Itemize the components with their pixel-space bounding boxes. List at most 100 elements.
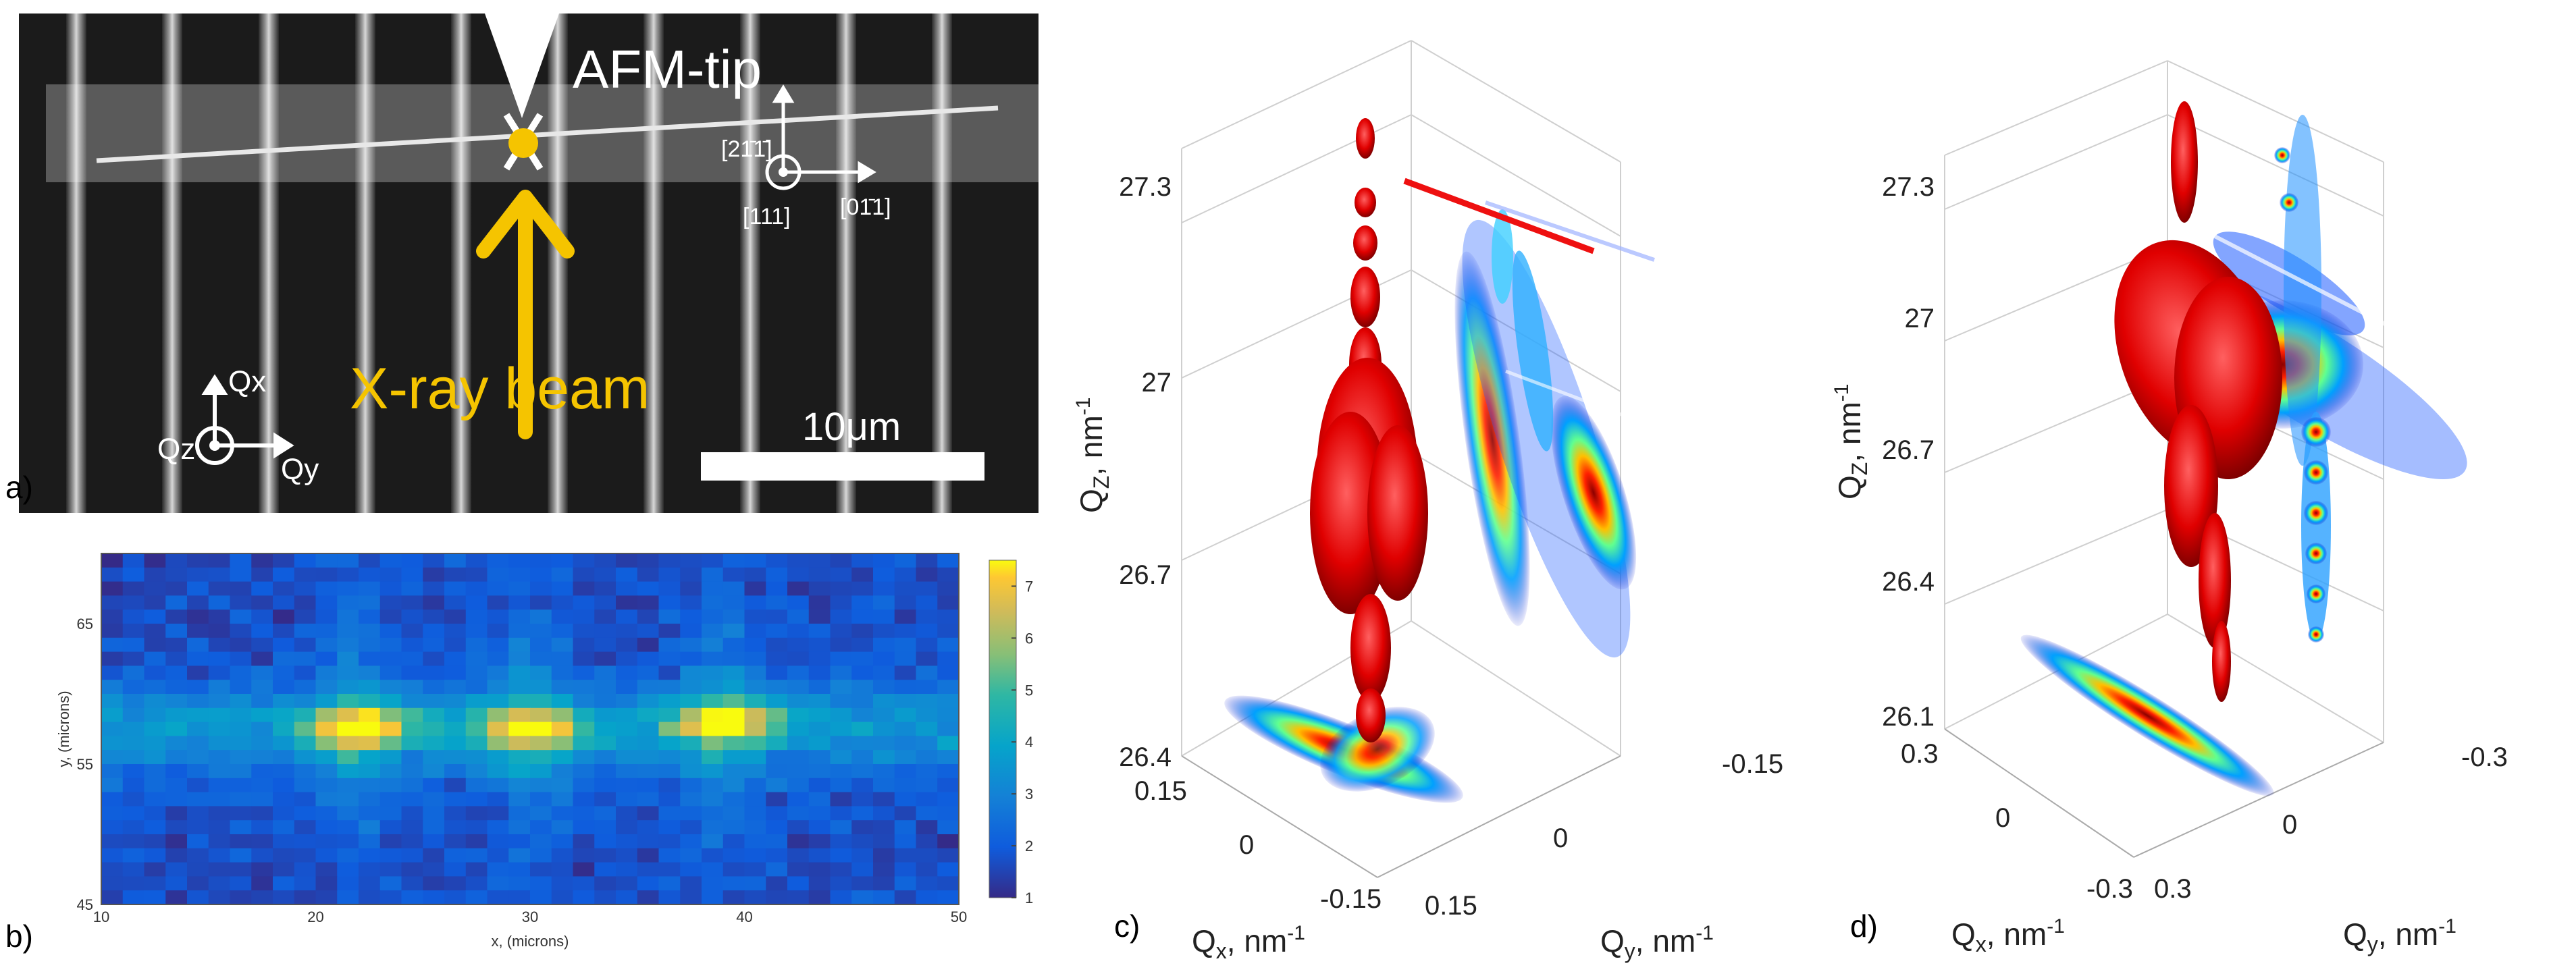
heatmap-cell — [273, 778, 295, 793]
heatmap-cell — [423, 665, 445, 680]
heatmap-cell — [101, 651, 124, 666]
heatmap-cell — [144, 707, 166, 723]
heatmap-cell — [637, 624, 660, 639]
heatmap-cell — [315, 806, 338, 821]
heatmap-cell — [916, 707, 938, 723]
heatmap-cell — [230, 764, 252, 779]
heatmap-cell — [937, 595, 960, 610]
heatmap-cell — [744, 806, 766, 821]
heatmap-cell — [359, 680, 381, 695]
heatmap-cell — [530, 665, 552, 680]
heatmap-cell — [465, 707, 488, 723]
heatmap-cell — [658, 736, 681, 751]
heatmap-cell — [744, 595, 766, 610]
heatmap-cell — [379, 637, 402, 653]
heatmap-cell — [873, 707, 895, 723]
heatmap-cell — [616, 707, 638, 723]
heatmap-cell — [230, 792, 252, 807]
heatmap-cell — [766, 581, 788, 596]
heatmap-cell — [851, 651, 874, 666]
heatmap-cell — [744, 750, 766, 765]
heatmap-cell — [251, 665, 273, 680]
d-zlabel: QZ, nm-1 — [1831, 384, 1872, 499]
heatmap-cell — [916, 609, 938, 624]
heatmap-cell — [530, 862, 552, 877]
heatmap-cell — [808, 637, 831, 653]
heatmap-cell — [294, 665, 317, 680]
xray-beam-label: X-ray beam — [350, 356, 650, 421]
heatmap-cell — [401, 764, 423, 779]
heatmap-cell — [315, 595, 338, 610]
heatmap-cell — [122, 581, 145, 596]
heatmap-cell — [165, 764, 188, 779]
heatmap-cell — [573, 876, 595, 891]
heatmap-cell — [487, 722, 509, 736]
heatmap-cell — [616, 624, 638, 639]
heatmap-cell — [873, 553, 895, 568]
heatmap-cell — [744, 609, 766, 624]
c-xlabel: Qx, nm-1 — [1192, 922, 1305, 963]
heatmap-cell — [337, 651, 359, 666]
heatmap-cell — [658, 862, 681, 877]
heatmap-cell — [165, 890, 188, 905]
heatmap-cell — [465, 736, 488, 751]
heatmap-cell — [808, 694, 831, 709]
heatmap-cell — [530, 834, 552, 849]
heatmap-cell — [766, 778, 788, 793]
heatmap-cell — [530, 722, 552, 736]
heatmap-cell — [401, 876, 423, 891]
heatmap-cell — [594, 862, 616, 877]
heatmap-cell — [766, 707, 788, 723]
heatmap-cell — [702, 848, 724, 863]
heatmap-cell — [787, 834, 810, 849]
heatmap-cell — [894, 834, 917, 849]
heatmap-cell — [208, 806, 231, 821]
heatmap-cell — [873, 876, 895, 891]
heatmap-cell — [359, 764, 381, 779]
heatmap-cell — [766, 764, 788, 779]
heatmap-cell — [444, 778, 467, 793]
heatmap-cell — [401, 806, 423, 821]
c-ytick-1: 0 — [1553, 823, 1568, 853]
heatmap-cell — [273, 707, 295, 723]
heatmap-cell — [165, 876, 188, 891]
heatmap-cell — [873, 862, 895, 877]
heatmap-cell — [551, 581, 574, 596]
heatmap-cell — [101, 862, 124, 877]
heatmap-cell — [379, 595, 402, 610]
heatmap-cell — [508, 820, 531, 835]
dir-out-label: [111] — [743, 204, 791, 229]
heatmap-cell — [359, 792, 381, 807]
heatmap-cell — [487, 567, 509, 582]
heatmap-cell — [273, 609, 295, 624]
heatmap-cell — [423, 890, 445, 905]
heatmap-cell — [187, 778, 209, 793]
heatmap-cell — [273, 792, 295, 807]
c-xtick-2: -0.15 — [1320, 884, 1382, 914]
heatmap-cell — [273, 694, 295, 709]
heatmap-cell — [230, 680, 252, 695]
heatmap-cell — [680, 792, 702, 807]
heatmap-cell — [680, 581, 702, 596]
heatmap-cell — [465, 567, 488, 582]
heatmap-cell — [465, 665, 488, 680]
heatmap-cell — [616, 553, 638, 568]
d-ztick-2: 26.7 — [1882, 435, 1935, 465]
heatmap-cell — [508, 624, 531, 639]
heatmap-cell — [144, 609, 166, 624]
heatmap-cell — [487, 581, 509, 596]
heatmap-cell — [787, 567, 810, 582]
heatmap-cell — [101, 595, 124, 610]
heatmap-cell — [251, 806, 273, 821]
heatmap-cell — [637, 707, 660, 723]
heatmap-cell — [702, 806, 724, 821]
red-cut-line — [1403, 178, 1595, 254]
heatmap-cell — [808, 792, 831, 807]
heatmap-xtick: 10 — [93, 908, 109, 925]
heatmap-cell — [273, 567, 295, 582]
heatmap-cell — [894, 595, 917, 610]
heatmap-cell — [744, 567, 766, 582]
heatmap-cell — [273, 862, 295, 877]
heatmap-cell — [315, 890, 338, 905]
heatmap-cell — [144, 680, 166, 695]
